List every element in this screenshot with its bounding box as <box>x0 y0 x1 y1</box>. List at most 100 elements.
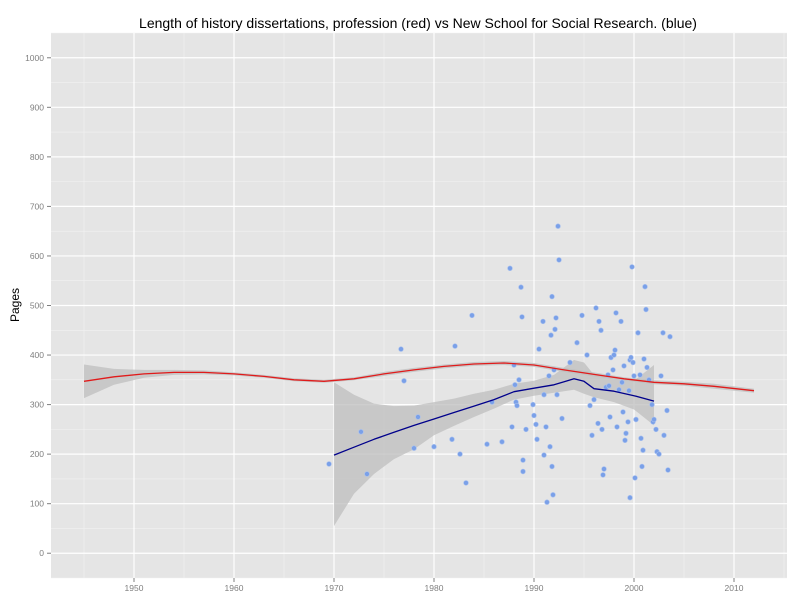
x-tick-label: 1980 <box>425 583 444 593</box>
x-tick-label: 1960 <box>225 583 244 593</box>
data-point <box>554 392 560 398</box>
data-point <box>507 265 513 271</box>
data-point <box>514 402 520 409</box>
data-point <box>642 284 648 290</box>
data-point <box>598 327 604 333</box>
data-point <box>559 415 565 422</box>
data-point <box>629 264 635 270</box>
y-tick-label: 100 <box>30 499 44 509</box>
data-point <box>509 424 515 430</box>
chart-title: Length of history dissertations, profess… <box>139 15 697 31</box>
data-point <box>536 346 542 352</box>
data-point <box>630 359 636 366</box>
y-tick-label: 300 <box>30 400 44 410</box>
y-tick-label: 900 <box>30 102 44 112</box>
data-point <box>520 468 526 475</box>
data-point <box>326 461 332 467</box>
data-point <box>543 424 549 430</box>
data-point <box>431 444 437 450</box>
data-point <box>622 437 628 443</box>
data-point <box>591 396 597 403</box>
data-point <box>600 472 606 478</box>
data-point <box>516 377 522 383</box>
y-axis-label: Pages <box>8 288 22 322</box>
data-point <box>552 326 558 332</box>
data-point <box>499 439 505 445</box>
data-point <box>649 401 655 408</box>
data-point <box>512 382 518 388</box>
data-point <box>469 312 475 319</box>
data-point <box>484 441 490 447</box>
data-point <box>549 293 555 300</box>
data-point <box>544 499 550 505</box>
data-point <box>643 306 649 313</box>
data-point <box>660 330 666 336</box>
data-point <box>651 416 657 423</box>
data-point <box>621 363 627 369</box>
data-point <box>452 343 458 349</box>
data-point <box>614 424 620 430</box>
data-point <box>664 407 670 414</box>
data-point <box>623 430 629 436</box>
data-point <box>632 475 638 481</box>
data-point <box>540 318 546 325</box>
data-point <box>627 495 633 501</box>
data-point <box>530 401 536 408</box>
data-point <box>610 367 616 373</box>
data-point <box>519 314 525 320</box>
x-tick-label: 2010 <box>725 583 744 593</box>
data-point <box>541 392 547 398</box>
data-point <box>661 432 667 438</box>
data-point <box>574 340 580 346</box>
data-point <box>541 452 547 458</box>
data-point <box>618 318 624 325</box>
data-point <box>596 318 602 325</box>
y-tick-label: 500 <box>30 301 44 311</box>
data-point <box>589 432 595 438</box>
data-point <box>625 419 631 425</box>
data-point <box>613 310 619 316</box>
data-point <box>555 223 561 229</box>
data-point <box>584 352 590 358</box>
y-tick-label: 800 <box>30 152 44 162</box>
major-gridlines <box>51 33 787 578</box>
data-point <box>449 436 455 442</box>
series-line <box>83 362 755 392</box>
data-point <box>641 356 647 362</box>
data-point <box>635 330 641 336</box>
data-point <box>531 412 537 419</box>
data-point <box>457 451 463 457</box>
data-point <box>631 373 637 379</box>
data-point <box>546 373 552 379</box>
y-tick-label: 200 <box>30 449 44 459</box>
x-axis: 1950 1960 1970 1980 1990 2000 2010 <box>125 578 744 593</box>
data-point <box>364 471 370 477</box>
data-point <box>595 420 601 427</box>
y-tick-label: 700 <box>30 201 44 211</box>
data-point <box>463 480 469 486</box>
data-point <box>553 315 559 321</box>
x-tick-label: 2000 <box>625 583 644 593</box>
y-tick-label: 400 <box>30 350 44 360</box>
data-point <box>587 402 593 409</box>
data-point <box>620 409 626 415</box>
y-tick-label: 600 <box>30 251 44 261</box>
data-point <box>579 312 585 319</box>
data-point <box>401 378 407 384</box>
data-point <box>637 372 643 378</box>
data-point <box>633 416 639 423</box>
data-point <box>639 463 645 470</box>
data-point <box>619 379 625 385</box>
data-point <box>606 383 612 389</box>
data-point <box>653 426 659 433</box>
data-point <box>411 445 417 451</box>
data-point <box>398 346 404 352</box>
series-line <box>333 378 655 456</box>
data-point <box>612 347 618 353</box>
data-point <box>593 305 599 311</box>
data-point <box>626 388 632 394</box>
y-tick-label: 1000 <box>25 53 44 63</box>
data-point <box>523 426 529 433</box>
x-tick-label: 1970 <box>325 583 344 593</box>
